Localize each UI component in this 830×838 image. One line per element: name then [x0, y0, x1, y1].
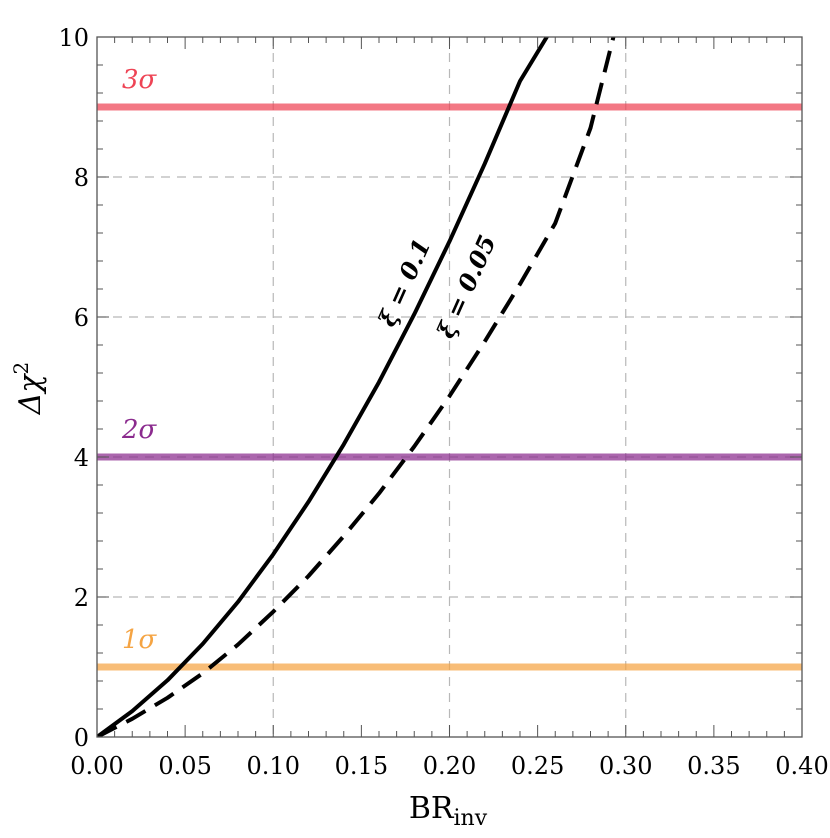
x-tick-label: 0.20 — [423, 752, 476, 780]
x-tick-label: 0.05 — [158, 752, 211, 780]
series-group — [97, 37, 616, 737]
series-group — [97, 37, 550, 737]
y-tick-label: 0 — [74, 724, 89, 752]
y-axis-label: Δχ2 — [9, 362, 48, 416]
x-axis-label-main: BR — [409, 791, 455, 826]
x-tick-label: 0.25 — [511, 752, 564, 780]
sigma-label: 2σ — [121, 415, 158, 445]
series-line-solid — [97, 37, 550, 737]
sigma-label: 1σ — [122, 625, 158, 655]
x-tick-label: 0.00 — [70, 752, 123, 780]
x-tick-label: 0.35 — [687, 752, 740, 780]
y-axis-label-main: Δχ — [13, 373, 48, 416]
x-tick-label: 0.30 — [599, 752, 652, 780]
curve-label-xi-0-1: ξ = 0.1 — [372, 234, 436, 331]
curve-label-xi-0-05: ξ = 0.05 — [431, 231, 502, 343]
y-tick-label: 6 — [74, 304, 89, 332]
y-tick-label: 4 — [74, 444, 89, 472]
x-tick-label: 0.10 — [247, 752, 300, 780]
x-tick-label: 0.15 — [335, 752, 388, 780]
y-tick-label: 10 — [58, 24, 89, 52]
reference-lines — [97, 103, 802, 671]
y-tick-label: 8 — [74, 164, 89, 192]
x-axis-label: BRinv — [409, 791, 488, 831]
grid — [97, 37, 802, 737]
y-axis-label-superscript: 2 — [9, 362, 33, 375]
x-tick-label: 0.40 — [775, 752, 828, 780]
ticks — [96, 36, 803, 738]
series-lines — [97, 37, 616, 737]
sigma-label: 3σ — [122, 65, 158, 95]
x-axis-label-subscript: inv — [454, 806, 488, 831]
y-tick-label: 2 — [74, 584, 89, 612]
series-line-dashed — [97, 37, 616, 737]
